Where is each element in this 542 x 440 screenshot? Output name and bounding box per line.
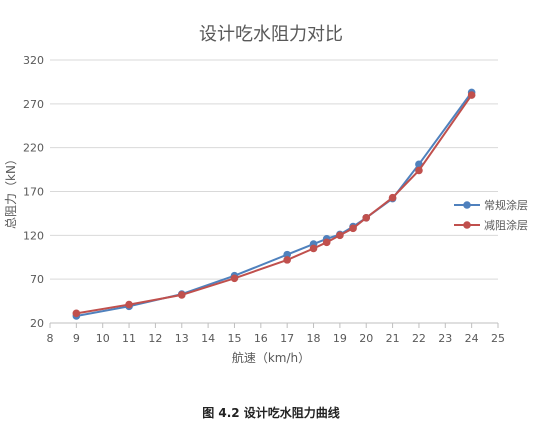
series-2-point [467, 91, 476, 99]
x-tick-label: 13 [175, 332, 189, 345]
y-tick-label: 220 [23, 142, 44, 155]
series-2-point [362, 214, 371, 222]
x-tick-label: 19 [333, 332, 347, 345]
series-line-1 [76, 91, 473, 317]
legend-label-1: 常规涂层 [484, 198, 528, 212]
series-2-point [177, 291, 186, 299]
x-tick-label: 18 [307, 332, 321, 345]
x-tick-label: 22 [412, 332, 426, 345]
x-tick-label: 15 [227, 332, 241, 345]
series-1-point [283, 250, 291, 259]
series-2-point [336, 231, 344, 240]
x-tick-label: 9 [73, 332, 80, 345]
x-tick-label: 11 [122, 332, 136, 345]
y-tick-label: 270 [23, 98, 44, 111]
x-tick-label: 12 [148, 332, 162, 345]
series-2-point [388, 193, 397, 202]
series-2-point [415, 166, 423, 175]
series-2-point [230, 274, 239, 283]
x-tick-label: 24 [465, 332, 479, 345]
x-tick-label: 16 [254, 332, 268, 345]
y-tick-label: 120 [23, 229, 44, 242]
x-tick-label: 23 [438, 332, 452, 345]
chart-title: 设计吃水阻力对比 [199, 24, 343, 45]
legend-marker-2 [463, 221, 471, 229]
y-tick-label: 170 [23, 186, 44, 199]
y-tick-label: 20 [30, 317, 44, 330]
series-2-point [322, 238, 331, 247]
series-2-point [283, 256, 291, 264]
series-2-point [349, 224, 357, 233]
x-tick-label: 17 [280, 332, 294, 345]
x-axis-label: 航速（km/h） [232, 350, 310, 365]
x-tick-label: 21 [386, 332, 400, 345]
y-tick-label: 320 [23, 54, 44, 67]
series-2-point [72, 309, 81, 318]
x-tick-label: 14 [201, 332, 215, 345]
y-axis-label: 总阻力（kN） [4, 153, 18, 229]
x-tick-label: 25 [491, 332, 505, 345]
legend-label-2: 减阻涂层 [484, 218, 528, 232]
legend-marker-1 [463, 201, 471, 209]
x-tick-label: 10 [96, 332, 110, 345]
x-tick-label: 8 [47, 332, 54, 345]
series-line-2 [76, 94, 473, 315]
x-tick-label: 20 [359, 332, 373, 345]
series-2-point [125, 300, 133, 309]
figure-caption: 图 4.2 设计吃水阻力曲线 [202, 406, 340, 420]
series-2-point [309, 244, 318, 253]
y-tick-label: 70 [30, 273, 44, 286]
